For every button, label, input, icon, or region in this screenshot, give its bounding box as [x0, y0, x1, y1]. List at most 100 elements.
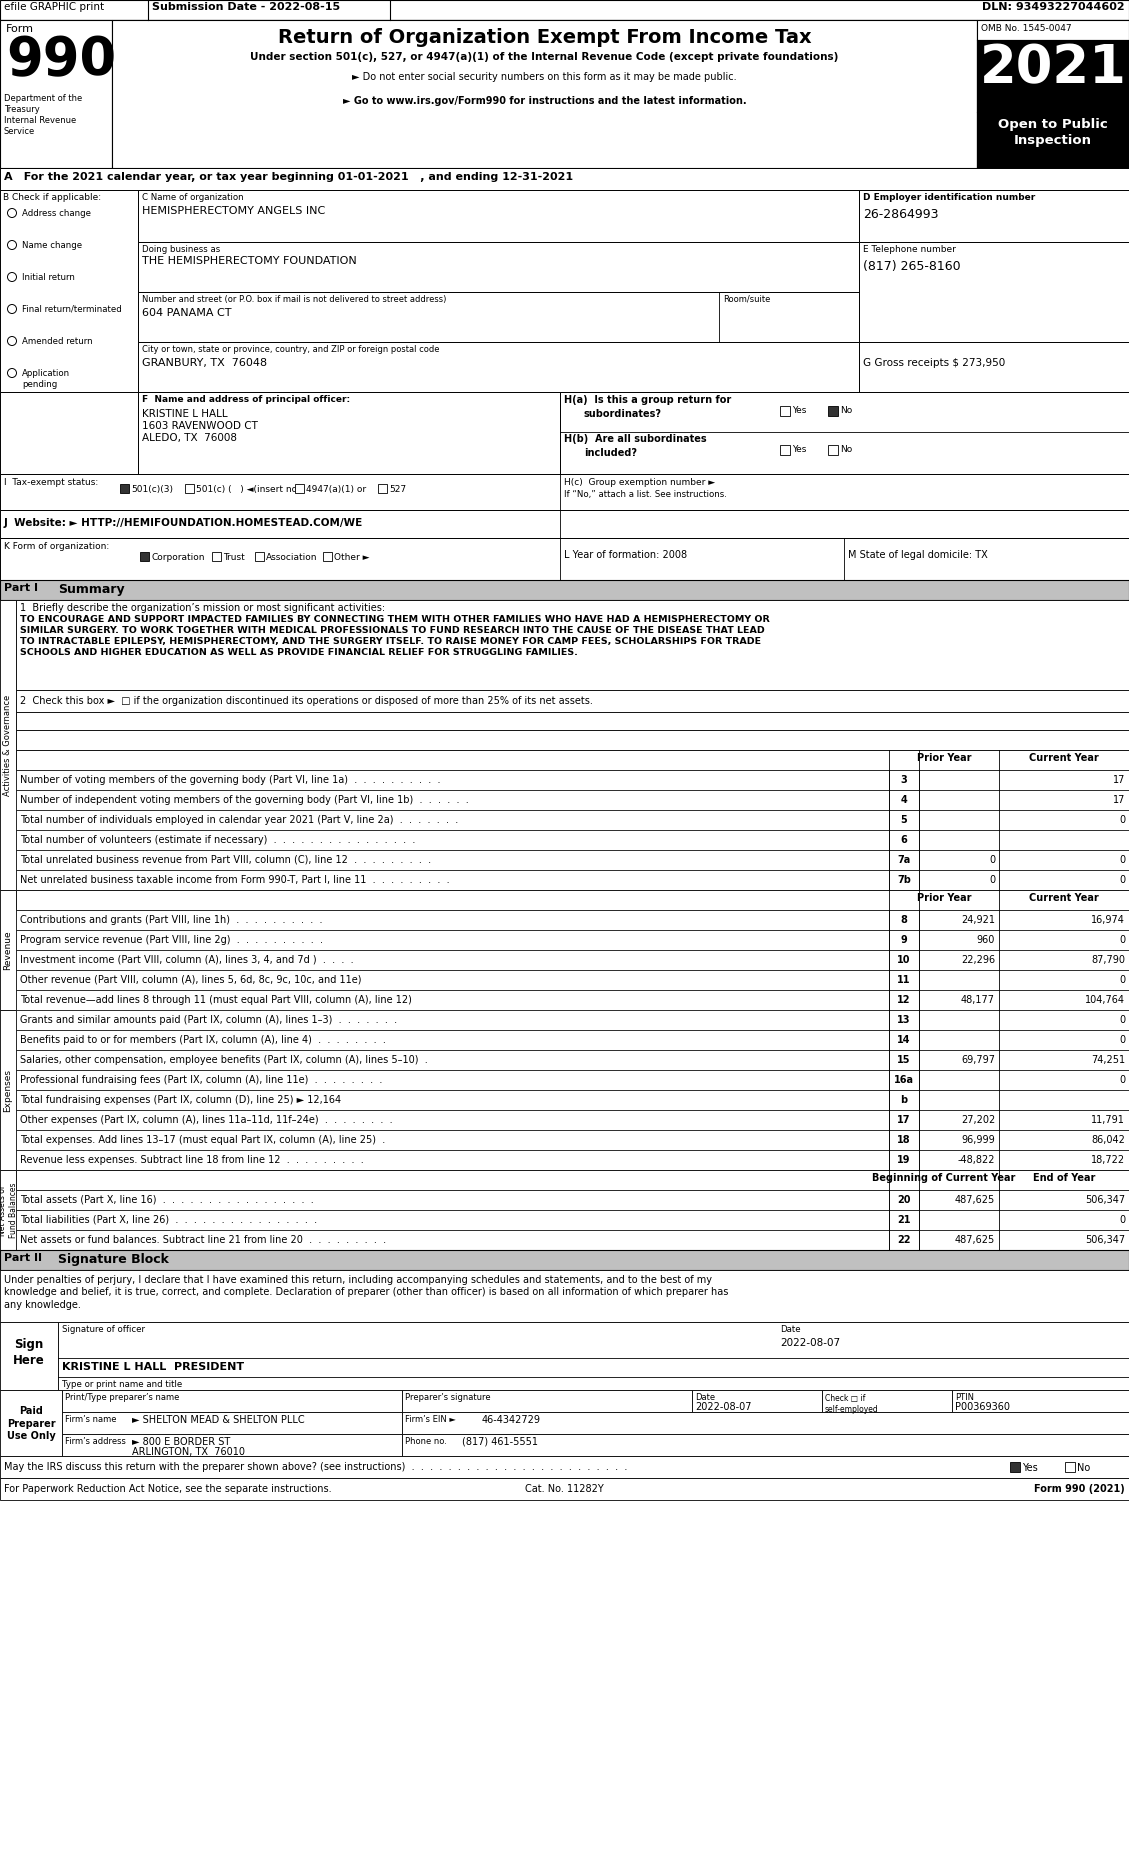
Bar: [0, 511, 1129, 539]
Text: efile GRAPHIC print: efile GRAPHIC print: [5, 2, 104, 11]
Bar: [16, 1090, 1129, 1109]
Text: Total expenses. Add lines 13–17 (must equal Part IX, column (A), line 25)  .: Total expenses. Add lines 13–17 (must eq…: [20, 1135, 385, 1144]
Text: b: b: [901, 1094, 908, 1105]
Text: Form 990 (2021): Form 990 (2021): [1034, 1484, 1124, 1495]
Text: H(c)  Group exemption number ►: H(c) Group exemption number ►: [564, 477, 715, 487]
Text: 87,790: 87,790: [1091, 954, 1124, 966]
Text: 4947(a)(1) or: 4947(a)(1) or: [306, 485, 366, 494]
Text: Part II: Part II: [5, 1253, 42, 1264]
Text: Other revenue (Part VIII, column (A), lines 5, 6d, 8c, 9c, 10c, and 11e): Other revenue (Part VIII, column (A), li…: [20, 975, 361, 984]
Text: 501(c)(3): 501(c)(3): [131, 485, 173, 494]
Text: ► SHELTON MEAD & SHELTON PLLC: ► SHELTON MEAD & SHELTON PLLC: [132, 1415, 305, 1424]
Text: 17: 17: [1112, 775, 1124, 785]
Text: B Check if applicable:: B Check if applicable:: [3, 194, 102, 201]
Bar: [780, 406, 790, 416]
Bar: [889, 1189, 919, 1210]
Text: M State of legal domicile: TX: M State of legal domicile: TX: [848, 550, 988, 559]
Text: C Name of organization: C Name of organization: [142, 194, 244, 201]
Bar: [16, 770, 1129, 790]
Text: 13: 13: [898, 1016, 911, 1025]
Bar: [16, 850, 1129, 870]
Bar: [16, 1010, 1129, 1031]
Bar: [16, 1171, 1129, 1189]
Bar: [889, 1010, 919, 1031]
Text: TO ENCOURAGE AND SUPPORT IMPACTED FAMILIES BY CONNECTING THEM WITH OTHER FAMILIE: TO ENCOURAGE AND SUPPORT IMPACTED FAMILI…: [20, 615, 770, 658]
Bar: [16, 712, 1129, 731]
Text: Application
pending: Application pending: [21, 369, 70, 390]
Text: DLN: 93493227044602: DLN: 93493227044602: [982, 2, 1124, 11]
Text: OMB No. 1545-0047: OMB No. 1545-0047: [981, 24, 1071, 34]
Text: Name change: Name change: [21, 240, 82, 250]
Text: 0: 0: [1119, 856, 1124, 865]
Text: Number and street (or P.O. box if mail is not delivered to street address): Number and street (or P.O. box if mail i…: [142, 295, 446, 304]
Bar: [1065, 1461, 1075, 1473]
Bar: [828, 445, 838, 455]
Text: PTIN: PTIN: [955, 1392, 974, 1402]
Text: Form: Form: [6, 24, 34, 34]
Text: Total number of volunteers (estimate if necessary)  .  .  .  .  .  .  .  .  .  .: Total number of volunteers (estimate if …: [20, 835, 415, 844]
Text: Firm’s name: Firm’s name: [65, 1415, 116, 1424]
Text: 18: 18: [898, 1135, 911, 1144]
Bar: [62, 1413, 402, 1433]
Text: Final return/terminated: Final return/terminated: [21, 306, 122, 313]
Text: 14: 14: [898, 1035, 911, 1046]
Bar: [16, 1130, 1129, 1150]
Text: GRANBURY, TX  76048: GRANBURY, TX 76048: [142, 358, 268, 367]
Text: 3: 3: [901, 775, 908, 785]
Text: Prior Year: Prior Year: [917, 753, 971, 762]
Text: Number of independent voting members of the governing body (Part VI, line 1b)  .: Number of independent voting members of …: [20, 796, 469, 805]
Bar: [0, 391, 138, 473]
Bar: [859, 190, 1129, 242]
Bar: [889, 1031, 919, 1049]
Text: Association: Association: [266, 554, 317, 563]
Text: Paid
Preparer
Use Only: Paid Preparer Use Only: [7, 1407, 55, 1441]
Text: 4: 4: [901, 796, 908, 805]
Text: 0: 0: [1119, 1215, 1124, 1225]
Text: Current Year: Current Year: [1030, 753, 1099, 762]
Bar: [402, 1413, 1129, 1433]
Text: L Year of formation: 2008: L Year of formation: 2008: [564, 550, 688, 559]
Bar: [138, 190, 859, 242]
Text: Yes: Yes: [793, 406, 806, 416]
Text: 604 PANAMA CT: 604 PANAMA CT: [142, 308, 231, 319]
Text: F  Name and address of principal officer:: F Name and address of principal officer:: [142, 395, 350, 404]
Text: Open to Public
Inspection: Open to Public Inspection: [998, 117, 1108, 147]
Text: ALEDO, TX  76008: ALEDO, TX 76008: [142, 432, 237, 444]
Text: 0: 0: [1119, 975, 1124, 984]
Text: Investment income (Part VIII, column (A), lines 3, 4, and 7d )  .  .  .  .: Investment income (Part VIII, column (A)…: [20, 954, 353, 966]
Text: 19: 19: [898, 1156, 911, 1165]
Text: THE HEMISPHERECTOMY FOUNDATION: THE HEMISPHERECTOMY FOUNDATION: [142, 255, 357, 267]
Bar: [255, 552, 264, 561]
Text: Type or print name and title: Type or print name and title: [62, 1379, 182, 1389]
Text: Department of the
Treasury
Internal Revenue
Service: Department of the Treasury Internal Reve…: [5, 93, 82, 136]
Text: Total liabilities (Part X, line 26)  .  .  .  .  .  .  .  .  .  .  .  .  .  .  .: Total liabilities (Part X, line 26) . . …: [20, 1215, 317, 1225]
Bar: [977, 112, 1129, 168]
Bar: [0, 1251, 1129, 1269]
Bar: [16, 811, 1129, 829]
Bar: [16, 910, 1129, 930]
Bar: [138, 391, 560, 473]
Bar: [16, 600, 1129, 690]
Bar: [952, 1391, 1129, 1413]
Text: 1603 RAVENWOOD CT: 1603 RAVENWOOD CT: [142, 421, 257, 431]
Bar: [16, 1049, 1129, 1070]
Bar: [16, 690, 1129, 712]
Text: No: No: [840, 406, 852, 416]
Text: Summary: Summary: [58, 583, 124, 596]
Text: K Form of organization:: K Form of organization:: [5, 542, 110, 552]
Text: Grants and similar amounts paid (Part IX, column (A), lines 1–3)  .  .  .  .  . : Grants and similar amounts paid (Part IX…: [20, 1016, 397, 1025]
Bar: [0, 600, 16, 889]
Bar: [16, 1031, 1129, 1049]
Bar: [889, 1109, 919, 1130]
Text: 27,202: 27,202: [961, 1115, 995, 1126]
Text: Yes: Yes: [1022, 1463, 1038, 1473]
Text: 12: 12: [898, 995, 911, 1005]
Bar: [0, 21, 1129, 168]
Text: P00369360: P00369360: [955, 1402, 1010, 1413]
Text: Check □ if
self-employed: Check □ if self-employed: [825, 1394, 878, 1415]
Bar: [889, 969, 919, 990]
Bar: [889, 1049, 919, 1070]
Text: 21: 21: [898, 1215, 911, 1225]
Text: 104,764: 104,764: [1085, 995, 1124, 1005]
Bar: [16, 1109, 1129, 1130]
